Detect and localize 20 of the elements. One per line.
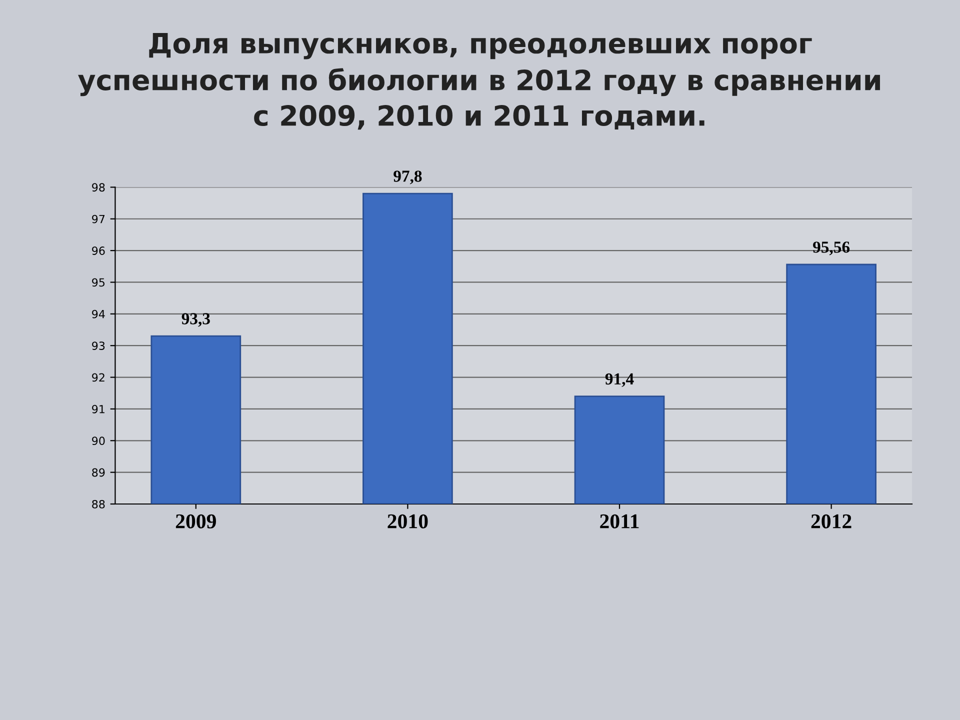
data-label: 95,56 — [813, 242, 850, 256]
x-tick-label: 2010 — [388, 514, 428, 528]
x-tick-label: 2011 — [600, 514, 639, 528]
x-tick-label: 2009 — [176, 514, 216, 528]
y-tick-label: 98 — [92, 183, 105, 192]
y-tick-label: 93 — [92, 342, 105, 350]
y-tick-label: 94 — [92, 310, 105, 318]
y-tick-label: 88 — [92, 500, 105, 508]
data-label: 91,4 — [605, 373, 634, 387]
data-label: 97,8 — [394, 170, 422, 184]
y-tick-label: 89 — [92, 468, 105, 477]
y-tick-label: 95 — [92, 278, 105, 287]
y-tick-label: 92 — [92, 373, 104, 382]
y-tick-label: 97 — [92, 214, 105, 224]
y-tick-label: 96 — [92, 246, 105, 255]
data-label: 93,3 — [182, 313, 210, 327]
x-tick-label: 2012 — [811, 514, 852, 528]
y-tick-label: 91 — [92, 404, 104, 414]
chart-title: Доля выпускников, преодолевших порог успешности по биологии в 2012 году в сравнении с 2009, 2010 и 2011 годами. — [78, 33, 880, 130]
y-tick-label: 90 — [92, 436, 105, 446]
